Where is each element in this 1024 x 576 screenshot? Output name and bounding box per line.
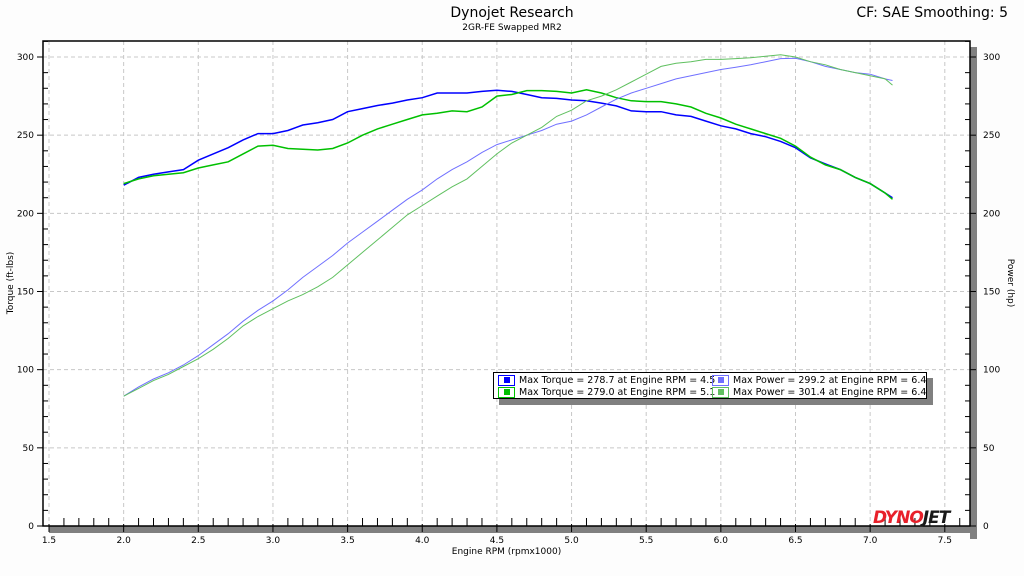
- x-tick-label: 3.0: [266, 536, 281, 546]
- legend-item-torque-1: Max Torque = 278.7 at Engine RPM = 4.5: [498, 374, 715, 386]
- dynojet-logo: DYNOJET: [873, 508, 950, 528]
- x-tick-label: 2.0: [116, 536, 131, 546]
- y-axis-label: Torque (ft-lbs): [6, 252, 16, 316]
- x-tick-label: 6.0: [714, 536, 729, 546]
- legend-text: Max Power = 299.2 at Engine RPM = 6.4: [733, 374, 927, 386]
- y-left-tick-label: 300: [17, 53, 34, 63]
- y-right-tick-label: 150: [983, 288, 1000, 298]
- plot-shadow-bottom: [49, 526, 976, 533]
- y-right-tick-label: 100: [983, 366, 1000, 376]
- y-left-tick-label: 0: [28, 522, 34, 532]
- legend-item-power-1: Max Power = 299.2 at Engine RPM = 6.4: [712, 374, 926, 386]
- legend-text: Max Power = 301.4 at Engine RPM = 6.4: [733, 386, 927, 398]
- plot-area: [43, 41, 970, 526]
- x-tick-label: 6.5: [788, 536, 802, 546]
- legend-swatch: [498, 374, 515, 386]
- legend-swatch: [712, 374, 729, 386]
- series-line-power-4: [123, 54, 893, 397]
- legend-text: Max Torque = 278.7 at Engine RPM = 4.5: [519, 374, 716, 386]
- y-left-tick-label: 200: [17, 209, 34, 219]
- y-right-tick-label: 200: [983, 209, 1000, 219]
- correction-factor-info: CF: SAE Smoothing: 5: [856, 5, 1008, 21]
- plot-frame: [42, 40, 971, 527]
- y-left-tick-label: 50: [23, 444, 35, 454]
- y-right-tick-label: 300: [983, 53, 1000, 63]
- legend: Max Torque = 278.7 at Engine RPM = 4.5 M…: [493, 372, 927, 399]
- legend-swatch: [712, 386, 729, 398]
- x-tick-label: 3.5: [340, 536, 354, 546]
- series-line-torque-1: [123, 89, 893, 199]
- x-tick-label: 4.0: [415, 536, 430, 546]
- series-line-power-3: [123, 57, 893, 397]
- y-left-tick-label: 250: [17, 131, 34, 141]
- x-tick-label: 7.5: [938, 536, 952, 546]
- legend-item-power-2: Max Power = 301.4 at Engine RPM = 6.4: [712, 386, 926, 398]
- x-tick-label: 2.5: [191, 536, 205, 546]
- y-left-tick-label: 100: [17, 366, 34, 376]
- x-axis-label: Engine RPM (rpmx1000): [452, 547, 561, 557]
- y2-axis-label: Power (hp): [1005, 259, 1015, 308]
- x-tick-label: 5.0: [564, 536, 579, 546]
- chart-title: Dynojet Research: [450, 5, 574, 21]
- plot-shadow-right: [970, 47, 977, 539]
- y-right-tick-label: 50: [983, 444, 995, 454]
- x-tick-label: 7.0: [863, 536, 878, 546]
- legend-swatch: [498, 386, 515, 398]
- x-tick-label: 5.5: [639, 536, 653, 546]
- x-tick-label: 4.5: [490, 536, 504, 546]
- legend-item-torque-2: Max Torque = 279.0 at Engine RPM = 5.1: [498, 386, 715, 398]
- chart-subtitle: 2GR-FE Swapped MR2: [462, 23, 562, 33]
- x-tick-label: 1.5: [42, 536, 56, 546]
- legend-text: Max Torque = 279.0 at Engine RPM = 5.1: [519, 386, 716, 398]
- series-line-torque-2: [123, 89, 893, 200]
- y-right-tick-label: 0: [983, 522, 989, 532]
- y-left-tick-label: 150: [17, 288, 34, 298]
- y-right-tick-label: 250: [983, 131, 1000, 141]
